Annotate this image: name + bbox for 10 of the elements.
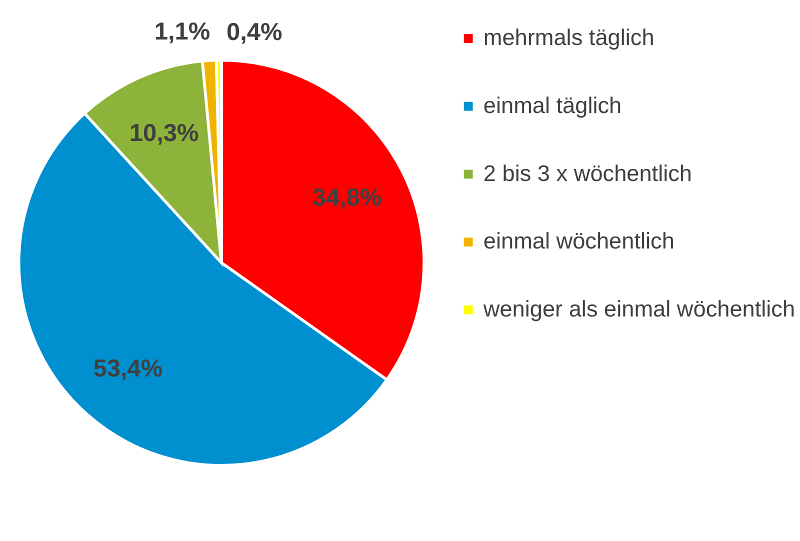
legend-label: 2 bis 3 x wöchentlich (483, 160, 692, 186)
legend-label: mehrmals täglich (483, 25, 654, 50)
legend-label: weniger als einmal wöchentlich (482, 296, 796, 322)
legend-label: einmal täglich (483, 92, 622, 118)
data-label: 10,3% (129, 120, 200, 148)
data-label: 53,4% (93, 355, 163, 382)
legend-label: einmal wöchentlich (483, 228, 674, 254)
data-label: 34,8% (312, 184, 382, 212)
data-label: 1,1% (154, 18, 210, 46)
data-label: 0,4% (226, 19, 283, 46)
